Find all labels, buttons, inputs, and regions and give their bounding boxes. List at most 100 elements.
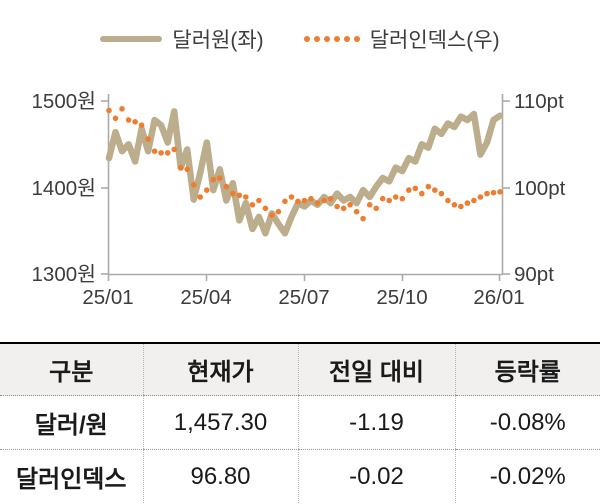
legend-item-dollar-index: 달러인덱스(우) <box>303 24 500 54</box>
dollar-index-dot <box>497 189 503 195</box>
right-axis-tick-90: 90pt <box>514 263 554 286</box>
fx-quote-table: 구분 현재가 전일 대비 등락률 달러/원 1,457.30 -1.19 -0.… <box>0 342 600 503</box>
dollar-index-dot <box>379 195 386 202</box>
dotted-line-swatch-icon <box>303 36 360 42</box>
dollar-index-dot <box>399 195 406 202</box>
header-current-price: 현재가 <box>142 343 298 396</box>
dollar-index-dot <box>243 194 249 200</box>
dollar-index-dot <box>106 107 112 114</box>
dollar-index-change: -0.02 <box>297 449 455 503</box>
dollar-index-dot <box>458 203 464 210</box>
dollar-index-dot <box>197 194 203 200</box>
table-row-dollar-won: 달러/원 1,457.30 -1.19 -0.08% <box>0 395 600 450</box>
row-label-dollar-won: 달러/원 <box>0 395 143 450</box>
x-axis-tick-2501: 25/01 <box>82 286 133 309</box>
dollar-index-dot <box>119 106 125 112</box>
legend-item-dollar-won: 달러원(좌) <box>100 24 264 54</box>
dollar-index-dot <box>451 202 458 208</box>
dollar-index-dot <box>132 119 138 125</box>
legend-label-dollar-won: 달러원(좌) <box>172 29 264 52</box>
dollar-index-dot <box>190 182 197 188</box>
dollar-index-dot <box>269 212 275 218</box>
dollar-index-dot <box>484 190 490 197</box>
dollar-index-dot <box>445 197 451 204</box>
dollar-won-change: -1.19 <box>297 395 455 450</box>
dollar-index-dot <box>327 195 334 202</box>
dollar-index-dot <box>236 192 243 199</box>
dollar-index-dot <box>184 166 190 173</box>
x-axis-tick-2601: 26/01 <box>473 286 524 309</box>
dollar-index-dot <box>386 197 393 204</box>
dollar-index-dot <box>406 187 412 193</box>
right-axis-tick-110: 110pt <box>514 90 564 113</box>
dollar-index-dot <box>432 187 438 193</box>
dollar-index-dot <box>125 117 132 123</box>
dollar-index-dot <box>295 198 301 205</box>
solid-line-swatch-icon <box>100 36 163 42</box>
header-change-pct: 등락률 <box>454 343 600 396</box>
legend-label-dollar-index: 달러인덱스(우) <box>369 29 500 52</box>
dollar-index-dot <box>425 183 432 190</box>
dollar-index-dot <box>256 197 262 204</box>
dollar-index-dot <box>353 208 360 215</box>
dollar-index-dot <box>464 200 471 206</box>
dollar-index-dot <box>164 150 171 156</box>
dollar-index-dot <box>490 189 497 196</box>
dollar-index-price: 96.80 <box>142 449 298 503</box>
dollar-index-dot <box>301 197 308 204</box>
row-label-dollar-index: 달러인덱스 <box>0 449 143 503</box>
dollar-index-dot <box>275 208 282 215</box>
dollar-index-dot <box>138 122 145 128</box>
dollar-index-dot <box>419 190 425 197</box>
dollar-index-dot <box>321 197 327 204</box>
header-category: 구분 <box>0 343 143 396</box>
dollar-index-dot <box>366 202 373 208</box>
dollar-index-dot <box>204 187 210 193</box>
left-axis-tick-1500: 1500원 <box>32 90 96 113</box>
dollar-index-dot <box>177 164 184 171</box>
dollar-index-dot <box>217 175 223 181</box>
dollar-index-dot <box>438 190 445 197</box>
dollar-index-dot <box>145 136 151 142</box>
dollar-index-pct: -0.02% <box>454 449 600 503</box>
dollar-index-dot <box>223 183 230 190</box>
header-day-change: 전일 대비 <box>297 343 455 396</box>
dollar-won-pct: -0.08% <box>454 395 600 450</box>
table-header-row: 구분 현재가 전일 대비 등락률 <box>0 343 600 396</box>
chart-axes <box>101 94 510 281</box>
dollar-index-dot <box>112 115 119 122</box>
dollar-won-line <box>105 108 504 237</box>
dollar-index-dot <box>249 202 256 208</box>
dollar-index-dot <box>347 202 353 208</box>
x-axis-tick-2504: 25/04 <box>180 286 231 309</box>
chart-legend: 달러원(좌) 달러인덱스(우) <box>0 24 600 54</box>
dollar-won-price: 1,457.30 <box>142 395 298 450</box>
dollar-index-dot <box>151 148 158 154</box>
x-axis-tick-2507: 25/07 <box>278 286 329 309</box>
table-row-dollar-index: 달러인덱스 96.80 -0.02 -0.02% <box>0 449 600 503</box>
left-axis-tick-1400: 1400원 <box>32 177 96 200</box>
chart-series-layer <box>105 106 504 237</box>
dollar-index-dot <box>171 146 177 153</box>
x-axis-tick-2510: 25/10 <box>376 286 427 309</box>
fx-line-chart: 1500원 1400원 1300원 110pt 100pt 90pt 25/01… <box>32 90 566 309</box>
dollar-index-dot <box>373 205 380 212</box>
dollar-index-dot <box>360 215 366 222</box>
dollar-index-dot <box>262 205 269 212</box>
dollar-index-dot <box>471 197 477 204</box>
dollar-index-dot <box>308 195 314 202</box>
dollar-index-dot <box>230 190 236 197</box>
dollar-index-dot <box>477 194 484 200</box>
dollar-index-dot <box>334 203 340 210</box>
dollar-index-dot <box>282 198 288 205</box>
dollar-index-dot <box>288 194 295 200</box>
dollar-index-dot <box>210 176 217 183</box>
dollar-index-dot <box>314 200 321 206</box>
dollar-index-dot <box>392 194 399 200</box>
dollar-index-dot <box>412 185 419 192</box>
right-axis-tick-100: 100pt <box>514 177 566 200</box>
left-axis-tick-1300: 1300원 <box>32 263 96 286</box>
dollar-index-dot <box>158 150 164 156</box>
dollar-index-dot <box>340 205 347 212</box>
